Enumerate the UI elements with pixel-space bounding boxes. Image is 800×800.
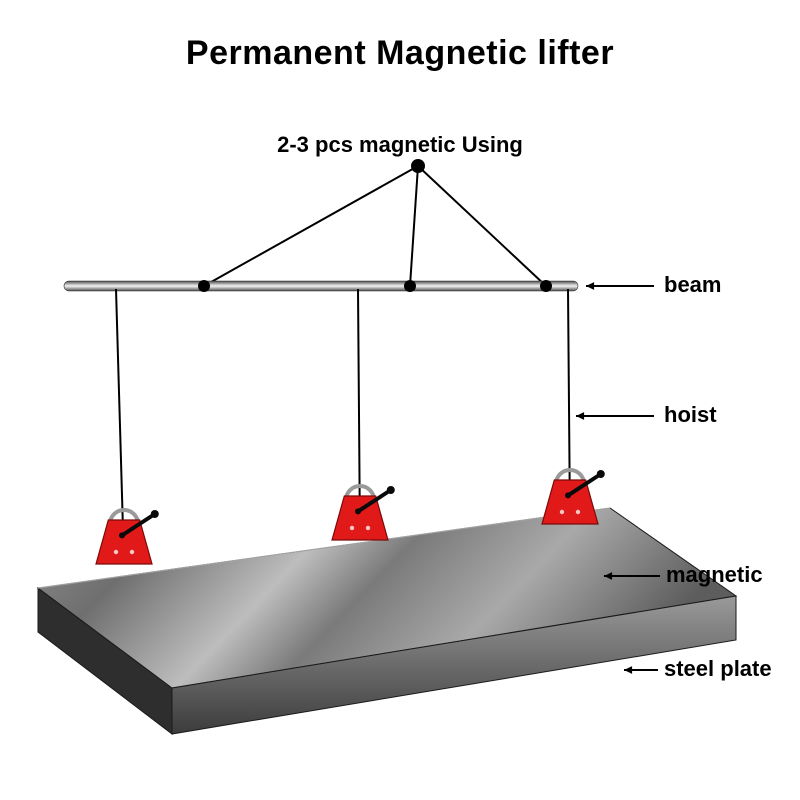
sling-line xyxy=(418,166,546,286)
sling-line xyxy=(204,166,418,286)
beam-attach-dot xyxy=(404,280,416,292)
label-steel_plate: steel plate xyxy=(664,656,772,682)
beam-attach-dot xyxy=(540,280,552,292)
diagram-canvas: Permanent Magnetic lifter 2-3 pcs magnet… xyxy=(0,0,800,800)
label-beam: beam xyxy=(664,272,721,298)
sling-line xyxy=(410,166,418,286)
apex-dot xyxy=(411,159,425,173)
beam-attach-dot xyxy=(198,280,210,292)
beam-bar xyxy=(64,281,578,291)
lifter-body xyxy=(332,496,388,540)
lifter-body xyxy=(96,520,152,564)
label-magnetic: magnetic xyxy=(666,562,763,588)
label-hoist: hoist xyxy=(664,402,717,428)
lifter-body xyxy=(542,480,598,524)
